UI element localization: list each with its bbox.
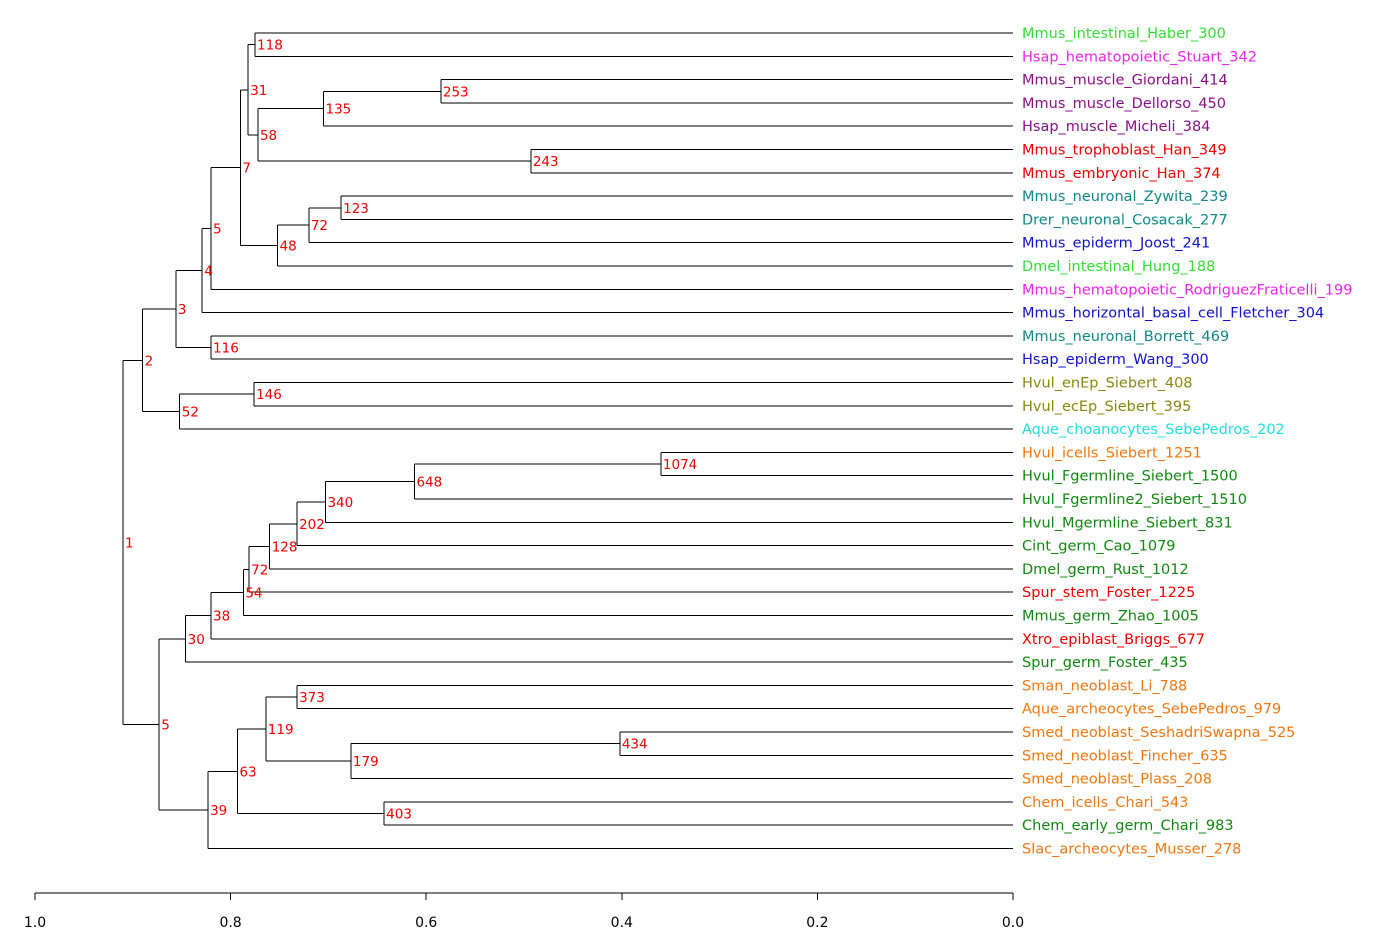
leaf-label: Mmus_muscle_Giordani_414 xyxy=(1022,73,1228,89)
leaf-label: Mmus_epiderm_Joost_241 xyxy=(1022,236,1210,252)
node-label: 1074 xyxy=(663,457,697,473)
leaf-label: Hsap_hematopoietic_Stuart_342 xyxy=(1022,49,1257,65)
leaf-label: Hvul_Mgermline_Siebert_831 xyxy=(1022,515,1233,531)
leaf-label: Mmus_horizontal_basal_cell_Fletcher_304 xyxy=(1022,306,1324,322)
leaf-label: Mmus_neuronal_Zywita_239 xyxy=(1022,189,1228,205)
node-label: 403 xyxy=(386,807,412,823)
leaf-label: Mmus_intestinal_Haber_300 xyxy=(1022,26,1226,42)
leaf-label: Mmus_embryonic_Han_374 xyxy=(1022,166,1221,182)
node-labels: 1182531352435831123724875411631465221074… xyxy=(125,38,697,823)
node-label: 1 xyxy=(125,535,134,551)
node-label: 5 xyxy=(161,717,170,733)
node-label: 2 xyxy=(145,353,154,369)
node-label: 648 xyxy=(416,475,442,491)
x-tick-label: 0.4 xyxy=(611,915,633,929)
node-label: 179 xyxy=(353,754,379,770)
node-label: 119 xyxy=(268,722,294,738)
node-label: 243 xyxy=(533,154,559,170)
leaf-label: Mmus_germ_Zhao_1005 xyxy=(1022,609,1199,625)
node-label: 58 xyxy=(260,128,277,144)
node-label: 434 xyxy=(622,737,648,753)
node-label: 63 xyxy=(239,764,256,780)
leaf-label: Hsap_muscle_Micheli_384 xyxy=(1022,119,1210,135)
leaf-label: Hvul_icells_Siebert_1251 xyxy=(1022,445,1202,461)
node-label: 31 xyxy=(250,83,267,99)
leaf-label: Cint_germ_Cao_1079 xyxy=(1022,539,1176,555)
node-label: 116 xyxy=(213,341,239,357)
leaf-label: Hvul_Fgermline2_Siebert_1510 xyxy=(1022,492,1247,508)
x-tick-label: 1.0 xyxy=(24,915,46,929)
node-label: 72 xyxy=(311,218,328,234)
x-tick-label: 0.6 xyxy=(415,915,437,929)
x-tick-label: 0.8 xyxy=(219,915,241,929)
node-label: 118 xyxy=(257,38,283,54)
node-label: 54 xyxy=(245,585,262,601)
leaf-label: Aque_archeocytes_SebePedros_979 xyxy=(1022,702,1281,718)
node-label: 3 xyxy=(178,302,187,318)
leaf-label: Chem_early_germ_Chari_983 xyxy=(1022,818,1234,834)
node-label: 38 xyxy=(213,609,230,625)
leaf-label: Aque_choanocytes_SebePedros_202 xyxy=(1022,422,1285,438)
leaf-label: Xtro_epiblast_Briggs_677 xyxy=(1022,632,1205,648)
node-label: 373 xyxy=(299,690,325,706)
leaf-label: Chem_icells_Chari_543 xyxy=(1022,795,1189,811)
leaf-label: Hvul_Fgermline_Siebert_1500 xyxy=(1022,469,1238,485)
x-axis: 1.0 0.8 0.6 0.4 0.2 0.0 xyxy=(24,892,1024,929)
node-label: 5 xyxy=(213,222,222,238)
x-tick-label: 0.2 xyxy=(806,915,828,929)
x-tick-label: 0.0 xyxy=(1002,915,1024,929)
leaf-label: Spur_stem_Foster_1225 xyxy=(1022,585,1195,601)
node-label: 202 xyxy=(299,517,325,533)
leaf-label: Spur_germ_Foster_435 xyxy=(1022,655,1188,671)
leaf-label: Mmus_neuronal_Borrett_469 xyxy=(1022,329,1229,345)
leaf-label: Hvul_enEp_Siebert_408 xyxy=(1022,376,1193,392)
leaf-label: Smed_neoblast_Fincher_635 xyxy=(1022,748,1228,764)
node-label: 253 xyxy=(443,84,469,100)
leaf-label: Smed_neoblast_SeshadriSwapna_525 xyxy=(1022,725,1295,741)
node-label: 7 xyxy=(242,161,251,177)
dendrogram-branches xyxy=(122,32,1013,849)
node-label: 146 xyxy=(256,387,282,403)
leaf-label: Slac_archeocytes_Musser_278 xyxy=(1022,842,1241,858)
leaf-label: Mmus_hematopoietic_RodriguezFraticelli_1… xyxy=(1022,282,1352,298)
leaf-label: Smed_neoblast_Plass_208 xyxy=(1022,772,1212,788)
leaf-label: Drer_neuronal_Cosacak_277 xyxy=(1022,212,1228,228)
leaf-label: Hsap_epiderm_Wang_300 xyxy=(1022,352,1209,368)
leaf-label: Hvul_ecEp_Siebert_395 xyxy=(1022,399,1191,415)
node-label: 39 xyxy=(210,803,227,819)
leaf-label: Mmus_trophoblast_Han_349 xyxy=(1022,143,1227,159)
node-label: 135 xyxy=(326,102,352,118)
node-label: 123 xyxy=(343,201,369,217)
leaf-label: Mmus_muscle_Dellorso_450 xyxy=(1022,96,1226,112)
leaf-label: Sman_neoblast_Li_788 xyxy=(1022,678,1187,694)
node-label: 128 xyxy=(272,539,298,555)
leaf-label: Dmel_germ_Rust_1012 xyxy=(1022,562,1189,578)
node-label: 4 xyxy=(204,264,213,280)
leaf-label: Dmel_intestinal_Hung_188 xyxy=(1022,259,1215,275)
node-label: 30 xyxy=(188,632,205,648)
node-label: 340 xyxy=(327,495,353,511)
node-label: 52 xyxy=(182,405,199,421)
leaf-labels: Mmus_intestinal_Haber_300 Hsap_hematopoie… xyxy=(1022,26,1352,858)
node-label: 72 xyxy=(251,562,268,578)
node-label: 48 xyxy=(280,239,297,255)
